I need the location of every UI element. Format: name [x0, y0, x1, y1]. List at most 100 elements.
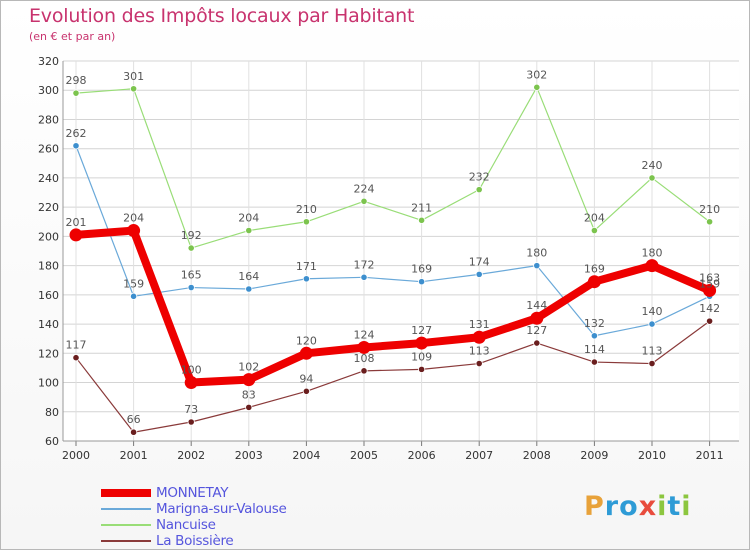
y-tick-label: 80 [45, 406, 59, 419]
data-label: 169 [411, 263, 432, 276]
x-tick-label: 2004 [292, 449, 320, 462]
data-label: 114 [584, 343, 605, 356]
proxiti-logo: Proxiti [584, 491, 692, 522]
data-label: 302 [526, 68, 547, 81]
data-label: 192 [181, 229, 202, 242]
data-point [475, 270, 483, 278]
data-label: 132 [584, 317, 605, 330]
data-point [472, 330, 486, 344]
data-label: 159 [699, 277, 720, 290]
x-tick-label: 2009 [580, 449, 608, 462]
data-label: 144 [526, 299, 547, 312]
data-point [187, 244, 195, 252]
data-point [415, 336, 429, 350]
y-tick-label: 320 [38, 55, 59, 68]
data-label: 204 [238, 212, 259, 225]
data-label: 100 [181, 364, 202, 377]
data-point [130, 85, 138, 93]
data-point [417, 216, 426, 224]
legend-item: Nancuise [101, 517, 287, 533]
logo-letter: r [604, 491, 620, 522]
x-tick-label: 2001 [120, 449, 148, 462]
legend-label: MONNETAY [156, 485, 229, 501]
data-label: 127 [526, 324, 547, 337]
data-point [242, 373, 256, 387]
legend-item: Marigna-sur-Valouse [101, 501, 287, 517]
logo-letter: i [657, 491, 668, 522]
data-point [590, 358, 599, 366]
data-label: 171 [296, 260, 317, 273]
data-label: 301 [123, 70, 144, 83]
data-point [648, 359, 656, 368]
y-tick-label: 120 [38, 347, 59, 360]
data-label: 113 [469, 345, 490, 358]
data-point [590, 332, 599, 340]
plot-area [63, 61, 739, 441]
data-point [648, 320, 656, 328]
y-tick-label: 140 [38, 318, 59, 331]
data-label: 109 [411, 350, 432, 363]
data-label: 204 [584, 212, 605, 225]
y-tick-label: 240 [38, 172, 59, 185]
x-tick-label: 2008 [523, 449, 551, 462]
y-tick-label: 60 [45, 435, 59, 448]
data-point [475, 359, 483, 368]
data-label: 210 [296, 203, 317, 216]
y-tick-label: 300 [38, 84, 59, 97]
data-label: 224 [354, 182, 375, 195]
x-tick-label: 2003 [235, 449, 263, 462]
data-point [302, 275, 310, 283]
logo-letter: P [584, 491, 605, 522]
data-label: 201 [66, 216, 87, 229]
data-point [533, 339, 541, 347]
data-label: 172 [354, 258, 375, 271]
data-point [530, 311, 544, 325]
data-point [72, 354, 80, 362]
data-point [127, 224, 141, 238]
data-point [648, 174, 656, 182]
legend-swatch [101, 489, 151, 497]
series-line [75, 320, 711, 433]
data-point [299, 346, 313, 360]
data-label: 83 [242, 388, 256, 401]
data-point [705, 218, 714, 226]
data-point [360, 367, 368, 375]
y-tick-label: 260 [38, 143, 59, 156]
chart-title: Evolution des Impôts locaux par Habitant [29, 5, 415, 27]
data-label: 127 [411, 324, 432, 337]
data-point [703, 283, 717, 297]
data-label: 180 [642, 247, 663, 260]
data-point [245, 403, 253, 411]
data-label: 165 [181, 269, 202, 282]
data-point [187, 283, 195, 292]
data-label: 124 [354, 328, 375, 341]
data-label: 211 [411, 201, 432, 214]
data-point [533, 83, 541, 91]
y-tick-label: 180 [38, 260, 59, 273]
x-tick-label: 2007 [465, 449, 493, 462]
data-point [302, 387, 310, 395]
legend-label: Marigna-sur-Valouse [156, 501, 287, 517]
legend-label: Nancuise [156, 517, 216, 533]
data-point [357, 340, 371, 354]
data-label: 66 [127, 413, 141, 426]
data-label: 164 [238, 270, 259, 283]
data-label: 204 [123, 212, 144, 225]
legend: MONNETAY Marigna-sur-Valouse Nancuise La Bo… [101, 485, 287, 549]
data-label: 113 [642, 345, 663, 358]
data-label: 102 [238, 361, 259, 374]
chart-subtitle: (en € et par an) [29, 30, 116, 43]
data-point [590, 226, 599, 235]
data-label: 262 [66, 127, 87, 140]
data-label: 140 [642, 305, 663, 318]
data-label: 180 [526, 247, 547, 260]
data-label: 120 [296, 334, 317, 347]
data-label: 169 [584, 263, 605, 276]
data-point [72, 89, 80, 97]
data-point [360, 197, 368, 205]
data-label: 298 [66, 74, 87, 87]
x-tick-label: 2006 [408, 449, 436, 462]
series-line [75, 145, 711, 337]
data-label: 131 [469, 318, 490, 331]
